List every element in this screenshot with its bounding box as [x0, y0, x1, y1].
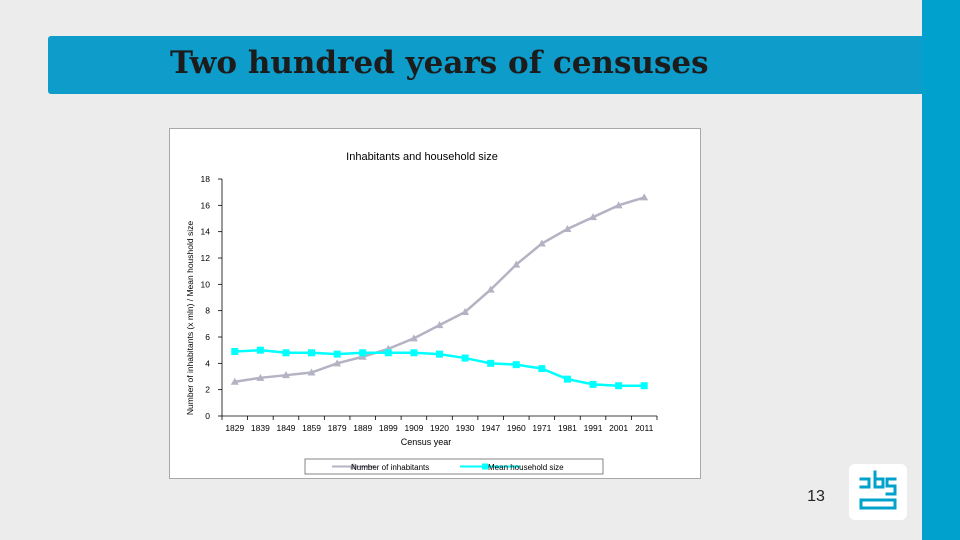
- data-point: [537, 239, 546, 247]
- x-tick-labels: 1829 1839 1849 1859 1879 1889 1899 1909 1920 1930…: [225, 423, 653, 433]
- data-point: [281, 371, 290, 379]
- y-tick-label: 6: [205, 332, 210, 342]
- y-tick-labels: 0 2 4 6 8 10 12 14 16 18: [201, 174, 211, 421]
- x-tick-label: 1960: [507, 423, 526, 433]
- x-axis-label: Census year: [401, 437, 452, 447]
- x-tick-label: 1920: [430, 423, 449, 433]
- legend-box: [304, 458, 604, 475]
- page-number: 13: [807, 488, 825, 505]
- data-point: [308, 349, 316, 357]
- legend: Number of inhabitants Mean household siz…: [304, 458, 604, 475]
- legend-label-household: Mean household size: [488, 463, 564, 472]
- data-point: [538, 365, 546, 373]
- data-point: [640, 193, 649, 201]
- x-tick-label: 1947: [481, 423, 500, 433]
- data-point: [359, 349, 367, 357]
- legend-marker-household: [482, 463, 488, 470]
- legend-label-inhabitants: Number of inhabitants: [351, 463, 429, 472]
- x-tick-label: 1859: [302, 423, 321, 433]
- data-point: [486, 285, 495, 293]
- data-point: [487, 359, 495, 367]
- y-tick-label: 10: [201, 279, 211, 289]
- data-point: [231, 347, 239, 355]
- chart-title: Inhabitants and household size: [346, 151, 498, 163]
- x-tick-label: 1839: [251, 423, 270, 433]
- series-household-size: [231, 346, 648, 390]
- x-tick-label: 1909: [404, 423, 423, 433]
- x-tick-label: 1829: [225, 423, 244, 433]
- y-tick-label: 18: [201, 174, 211, 184]
- y-tick-label: 12: [201, 253, 211, 263]
- data-point: [640, 382, 648, 390]
- data-point: [615, 382, 623, 390]
- y-axis-label: Number of inhabitants (x mln) / Mean hou…: [185, 221, 195, 415]
- chart-container: Inhabitants and household size Number of…: [169, 128, 701, 479]
- data-point: [563, 225, 572, 233]
- data-point: [384, 349, 392, 357]
- line-chart: Inhabitants and household size Number of…: [185, 151, 658, 475]
- cbs-logo-icon: [849, 464, 907, 520]
- x-tick-label: 1879: [328, 423, 347, 433]
- y-tick-label: 16: [201, 200, 211, 210]
- y-tick-label: 8: [205, 306, 210, 316]
- data-point: [461, 307, 470, 315]
- legend-marker-inhabitants: [350, 463, 357, 469]
- x-tick-label: 1889: [353, 423, 372, 433]
- data-point: [409, 334, 418, 342]
- data-point: [589, 380, 597, 388]
- data-point: [307, 368, 316, 376]
- data-point: [282, 349, 290, 357]
- x-tick-label: 1971: [532, 423, 551, 433]
- data-point: [256, 346, 264, 354]
- x-tick-label: 1991: [584, 423, 603, 433]
- x-tick-label: 1899: [379, 423, 398, 433]
- slide-title: Two hundred years of censuses: [170, 45, 709, 81]
- right-accent-bar: [922, 0, 960, 540]
- x-tick-label: 1930: [456, 423, 475, 433]
- y-tick-label: 4: [205, 358, 210, 368]
- series-layer: [230, 193, 649, 390]
- data-point: [410, 349, 418, 357]
- data-point: [589, 213, 598, 221]
- data-point: [435, 321, 444, 329]
- data-point: [461, 354, 469, 362]
- x-tick-label: 1849: [277, 423, 296, 433]
- data-point: [256, 373, 265, 381]
- data-point: [230, 377, 239, 385]
- title-banner: Two hundred years of censuses: [48, 36, 922, 94]
- data-point: [436, 350, 443, 358]
- data-point: [512, 260, 521, 268]
- data-point: [614, 201, 623, 209]
- x-tick-label: 2001: [609, 423, 628, 433]
- x-tick-label: 2011: [635, 423, 654, 433]
- data-point: [333, 350, 341, 358]
- data-point: [333, 359, 342, 367]
- y-tick-label: 14: [201, 227, 211, 237]
- data-point: [563, 375, 571, 383]
- x-tick-label: 1981: [558, 423, 577, 433]
- y-tick-label: 0: [205, 411, 210, 421]
- y-tick-label: 2: [205, 385, 210, 395]
- chart-axes: [218, 178, 658, 420]
- data-point: [512, 361, 520, 369]
